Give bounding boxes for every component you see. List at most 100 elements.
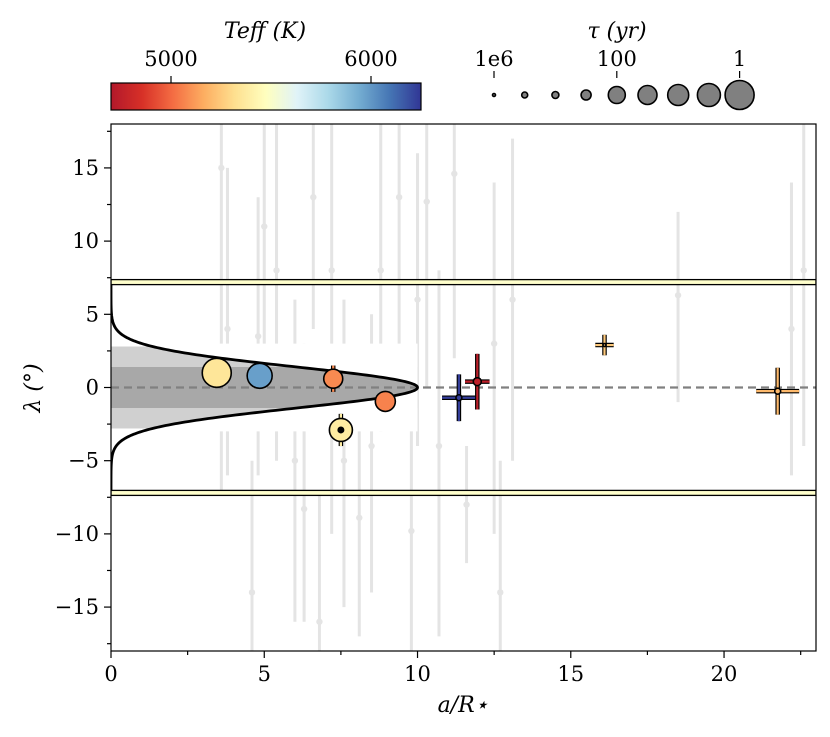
background-point: [310, 124, 317, 329]
y-tick-label: −10: [55, 522, 99, 546]
size-legend-marker: [520, 91, 529, 99]
background-marker: [509, 296, 516, 303]
y-tick-label: 0: [86, 376, 99, 400]
size-legend-marker: [491, 92, 497, 98]
background-marker: [248, 589, 256, 596]
highlighted-points: [201, 334, 800, 447]
x-axis-label: a/R⋆: [438, 693, 489, 718]
background-point: [248, 460, 256, 651]
highlighted-marker: [472, 376, 483, 387]
background-marker: [497, 589, 504, 596]
background-marker: [291, 457, 299, 464]
background-marker: [340, 457, 348, 464]
colorbar: Teff (K) 5000 6000: [110, 19, 422, 111]
x-tick-label: 15: [557, 662, 584, 686]
background-marker: [218, 164, 225, 172]
size-legend-marker: [580, 89, 592, 101]
background-marker: [300, 505, 308, 513]
y-tick-label: −15: [55, 595, 99, 619]
background-point: [674, 211, 682, 403]
x-tick-label: 0: [104, 662, 117, 686]
size-legend-tick-label: 1e6: [474, 47, 513, 71]
y-axis: −15 −10 −5 0 5 10 15: [55, 130, 111, 645]
size-legend-marker: [551, 90, 560, 100]
background-marker: [435, 442, 443, 450]
background-point: [328, 124, 335, 534]
background-point: [451, 124, 458, 359]
x-axis: 0 5 10 15 20: [104, 651, 802, 686]
size-legend-tick-label: 100: [597, 47, 637, 71]
background-marker: [451, 170, 458, 177]
background-marker: [423, 198, 430, 205]
background-marker: [368, 442, 375, 450]
background-point: [316, 489, 323, 651]
background-marker: [224, 325, 231, 333]
background-marker: [261, 223, 268, 230]
highlighted-marker: [773, 387, 782, 395]
background-marker: [414, 296, 421, 303]
y-tick-label: 5: [86, 302, 99, 326]
size-legend-marker: [696, 82, 722, 108]
size-legend-tick-label: 1: [733, 47, 746, 71]
background-point: [463, 446, 470, 564]
highlighted-marker: [374, 390, 397, 413]
colorbar-gradient: [110, 82, 422, 111]
y-axis-label: λ (°): [21, 363, 46, 413]
y-tick-label: 10: [72, 229, 99, 253]
background-marker: [328, 267, 335, 274]
highlighted-point: [465, 353, 490, 410]
highlighted-point: [246, 362, 273, 390]
background-marker: [356, 514, 363, 521]
gaussian-envelope: [111, 282, 419, 493]
limit-line: [111, 278, 816, 286]
colorbar-title: Teff (K): [224, 19, 306, 44]
x-tick-label: 5: [258, 662, 271, 686]
size-legend-marker: [724, 79, 755, 111]
highlighted-point: [442, 374, 476, 422]
background-point: [435, 270, 443, 637]
background-marker: [490, 340, 498, 347]
background-marker: [395, 193, 403, 201]
background-marker: [316, 618, 323, 625]
colorbar-tick-label: 5000: [144, 47, 197, 71]
highlighted-marker: [322, 368, 344, 390]
marker-core: [337, 426, 345, 434]
size-legend-marker: [637, 84, 658, 106]
background-point: [788, 182, 795, 476]
highlighted-point: [595, 334, 614, 356]
background-marker: [800, 267, 807, 274]
highlighted-point: [322, 365, 344, 392]
limit-line: [111, 489, 816, 497]
highlighted-point: [374, 390, 397, 413]
background-marker: [273, 267, 280, 274]
size-legend: τ (yr) 1e6 100 1: [474, 19, 755, 111]
size-legend-marker: [607, 85, 627, 105]
background-marker: [463, 501, 470, 508]
background-marker: [674, 292, 682, 299]
highlighted-marker: [455, 393, 463, 402]
x-tick-label: 20: [711, 662, 738, 686]
background-point: [509, 138, 516, 461]
background-point: [490, 182, 498, 534]
highlighted-marker: [602, 342, 607, 348]
highlighted-marker: [201, 357, 233, 389]
y-tick-label: 15: [72, 156, 99, 180]
highlighted-point: [201, 357, 233, 389]
size-legend-marker: [666, 83, 690, 107]
background-marker: [788, 325, 795, 333]
background-marker: [408, 527, 415, 535]
background-point: [423, 124, 430, 388]
background-marker: [254, 333, 262, 340]
y-tick-label: −5: [68, 449, 99, 473]
background-marker: [310, 193, 317, 201]
background-point: [261, 124, 268, 373]
highlighted-point: [328, 413, 354, 447]
size-legend-title: τ (yr): [587, 19, 646, 44]
highlighted-marker: [246, 362, 273, 390]
x-tick-label: 10: [404, 662, 431, 686]
background-point: [497, 460, 504, 651]
colorbar-tick-label: 6000: [344, 47, 397, 71]
limit-lines: [111, 278, 816, 497]
band-mask: [141, 343, 418, 432]
